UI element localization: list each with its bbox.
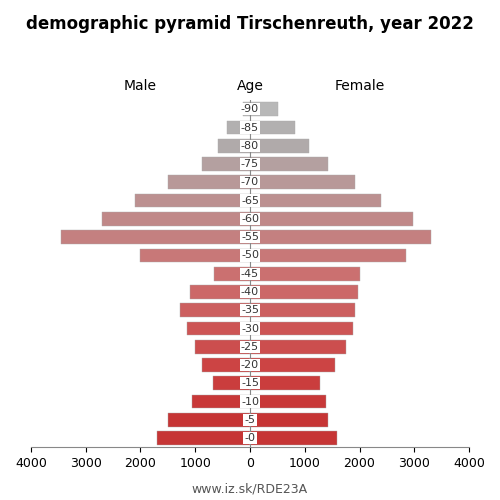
Text: -10: -10 [241,396,259,406]
Bar [168,413,250,426]
Bar [187,322,250,336]
Bar [250,358,335,372]
Bar [102,212,250,226]
Text: -40: -40 [241,287,259,297]
Bar [195,340,250,353]
Text: Age: Age [236,79,264,93]
Text: www.iz.sk/RDE23A: www.iz.sk/RDE23A [192,482,308,495]
Text: -80: -80 [241,141,259,151]
Bar [168,176,250,189]
Text: -35: -35 [241,305,259,315]
Bar [250,267,360,280]
Text: -90: -90 [241,104,259,114]
Text: -85: -85 [241,122,259,132]
Bar [135,194,250,207]
Text: Female: Female [334,79,384,93]
Bar [250,432,336,445]
Bar [192,394,250,408]
Text: -0: -0 [244,433,256,443]
Bar [250,230,430,244]
Bar [250,248,406,262]
Bar [202,358,250,372]
Text: -15: -15 [241,378,259,388]
Text: -50: -50 [241,250,259,260]
Bar [250,340,346,353]
Bar [157,432,250,445]
Text: -25: -25 [241,342,259,352]
Text: -60: -60 [241,214,259,224]
Bar [202,157,250,171]
Text: Male: Male [124,79,157,93]
Bar [250,176,355,189]
Text: -75: -75 [241,159,259,169]
Text: -55: -55 [241,232,259,242]
Text: -5: -5 [244,415,256,425]
Bar [250,413,328,426]
Text: -70: -70 [241,178,259,188]
Bar [180,304,250,317]
Text: -30: -30 [241,324,259,334]
Bar [250,285,358,299]
Bar [250,212,413,226]
Bar [250,376,320,390]
Bar [250,102,278,116]
Text: -20: -20 [241,360,259,370]
Bar [218,139,250,152]
Bar [243,102,250,116]
Bar [250,394,326,408]
Bar [227,120,250,134]
Bar [213,376,250,390]
Bar [250,322,353,336]
Bar [250,194,382,207]
Bar [250,157,328,171]
Text: -65: -65 [241,196,259,205]
Bar [61,230,250,244]
Bar [214,267,250,280]
Bar [250,304,355,317]
Text: -45: -45 [241,268,259,278]
Text: demographic pyramid Tirschenreuth, year 2022: demographic pyramid Tirschenreuth, year … [26,15,474,33]
Bar [140,248,250,262]
Bar [250,139,309,152]
Bar [190,285,250,299]
Bar [250,120,295,134]
